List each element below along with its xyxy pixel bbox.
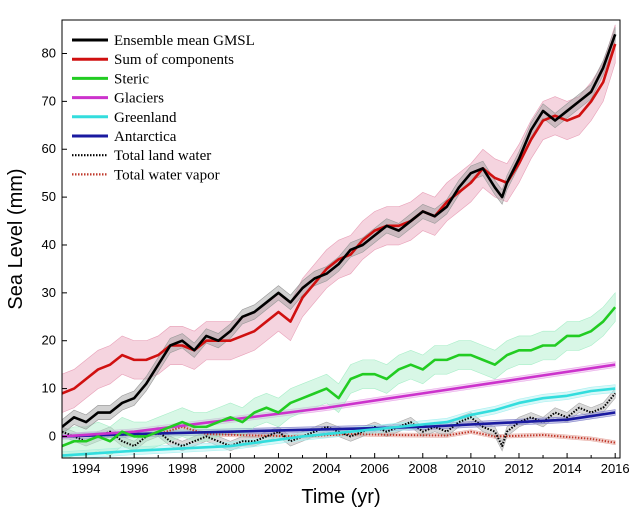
plot-frame	[61, 19, 621, 459]
x-tick-label: 2012	[505, 461, 534, 476]
total-land-water-legend-label: Total land water	[114, 148, 211, 164]
y-tick-label: 40	[42, 237, 56, 252]
x-tick-label: 2002	[264, 461, 293, 476]
x-tick-label: 1994	[72, 461, 101, 476]
antarctica-legend-label: Antarctica	[114, 129, 177, 145]
x-tick-label: 2008	[408, 461, 437, 476]
x-tick-label: 2010	[456, 461, 485, 476]
total-water-vapor-line	[62, 425, 616, 444]
sum-of-components-legend-label: Sum of components	[114, 52, 234, 68]
y-tick-label: 0	[49, 428, 56, 443]
legend-item-sum-of-components: Sum of components	[72, 52, 234, 68]
legend-item-antarctica: Antarctica	[72, 129, 177, 145]
x-tick-label: 2016	[601, 461, 630, 476]
steric-legend-label: Steric	[114, 71, 149, 87]
x-tick-label: 2000	[216, 461, 245, 476]
x-tick-label: 2006	[360, 461, 389, 476]
y-tick-label: 50	[42, 189, 56, 204]
ensemble-mean-gmsl-legend-label: Ensemble mean GMSL	[114, 33, 255, 49]
y-tick-label: 30	[42, 285, 56, 300]
series-lines	[62, 33, 617, 457]
legend-item-glaciers: Glaciers	[72, 91, 164, 107]
legend: Ensemble mean GMSL Sum of components Steri…	[72, 33, 255, 183]
greenland-line	[62, 387, 616, 457]
legend-item-steric: Steric	[72, 71, 149, 87]
y-tick-label: 60	[42, 141, 56, 156]
sum-of-components-line	[62, 43, 617, 395]
y-tick-label: 70	[42, 93, 56, 108]
y-tick-label: 20	[42, 333, 56, 348]
total-water-vapor-legend-label: Total water vapor	[114, 167, 220, 183]
steric-band	[62, 292, 616, 458]
x-tick-label: 1996	[120, 461, 149, 476]
x-tick-label: 1998	[168, 461, 197, 476]
legend-item-total-land-water: Total land water	[72, 148, 211, 164]
greenland-legend-label: Greenland	[114, 110, 177, 126]
legend-item-ensemble-mean-gmsl: Ensemble mean GMSL	[72, 33, 255, 49]
y-axis: 0 10 20 30 40 50 60 70 80	[42, 46, 67, 443]
glaciers-line	[62, 363, 616, 438]
legend-item-greenland: Greenland	[72, 110, 177, 126]
steric-line	[62, 306, 617, 448]
glaciers-legend-label: Glaciers	[114, 91, 164, 107]
x-axis: 1994 1996 1998 2000 2002 2004 2006 2008 2010 2012…	[61, 453, 630, 476]
x-tick-label: 2004	[312, 461, 341, 476]
ensemble-mean-gmsl-band	[62, 27, 616, 435]
legend-item-total-water-vapor: Total water vapor	[72, 167, 220, 183]
y-axis-title: Sea Level (mm)	[5, 168, 27, 309]
y-tick-label: 10	[42, 381, 56, 396]
ensemble-mean-gmsl-line	[62, 33, 617, 428]
x-axis-title: Time (yr)	[301, 486, 380, 508]
x-tick-label: 2014	[553, 461, 582, 476]
y-tick-label: 80	[42, 46, 56, 61]
